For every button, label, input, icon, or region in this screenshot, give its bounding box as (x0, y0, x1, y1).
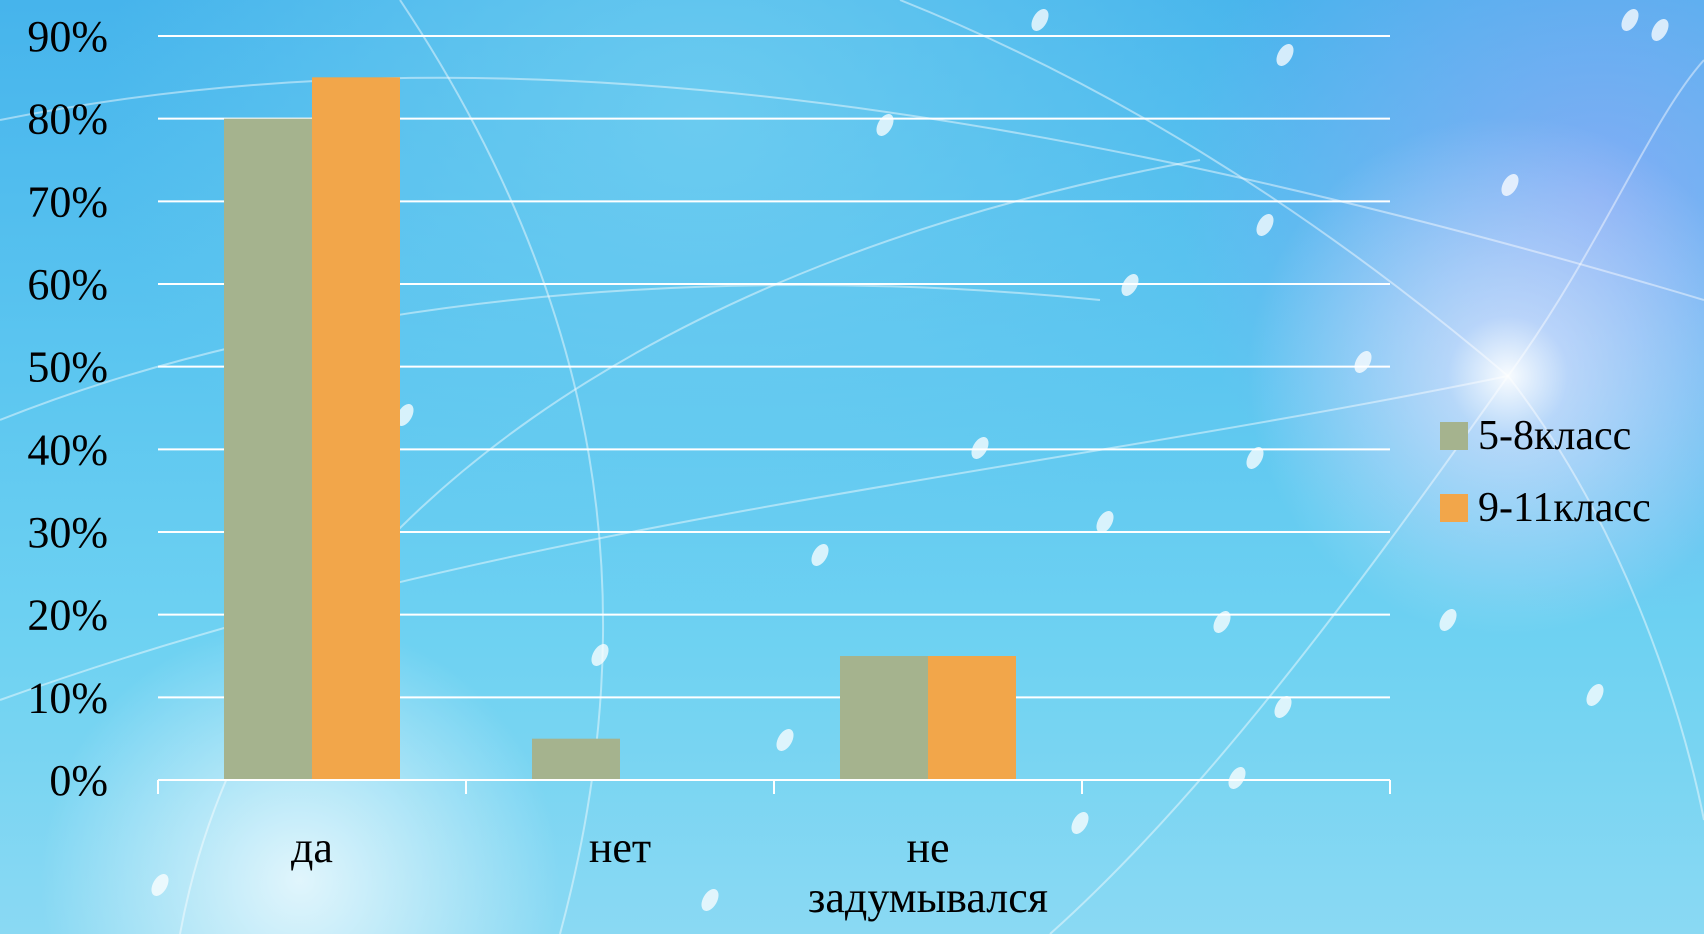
decor-arc (1507, 59, 1704, 377)
legend-swatch (1440, 494, 1468, 522)
bar (532, 738, 620, 780)
y-tick-label: 10% (27, 673, 108, 722)
decor-petal (396, 404, 414, 426)
legend-swatch (1440, 422, 1468, 450)
y-tick-label: 60% (27, 260, 108, 309)
decor-petal (1276, 44, 1294, 66)
bar (312, 77, 400, 781)
y-tick-label: 70% (27, 177, 108, 226)
decor-petal (591, 644, 609, 666)
decor-petal (1228, 767, 1246, 789)
decor-petal (1439, 609, 1457, 631)
decor-arc (1507, 375, 1704, 821)
decor-arc (0, 284, 1101, 421)
decor-petal (151, 874, 169, 896)
decor-arc (399, 0, 605, 934)
decor-arc (1049, 375, 1509, 934)
decor-petal (1096, 511, 1114, 533)
y-tick-label: 40% (27, 425, 108, 474)
decor-petal (776, 729, 794, 751)
legend-label: 9-11класс (1478, 485, 1651, 531)
decor-arc (0, 76, 1704, 301)
decor-petal (811, 544, 829, 566)
y-tick-label: 50% (27, 343, 108, 392)
x-tick-label: нет (589, 823, 651, 872)
decor-petal (1031, 9, 1049, 31)
y-tick-label: 30% (27, 508, 108, 557)
x-tick-label: да (291, 823, 333, 872)
decor-petal (971, 437, 989, 459)
decor-petal (1274, 696, 1292, 718)
bar (224, 118, 312, 780)
y-tick-label: 90% (27, 12, 108, 61)
y-tick-label: 0% (49, 756, 108, 805)
decor-petal (1213, 611, 1231, 633)
decor-petal (1651, 19, 1669, 41)
decor-petal (876, 114, 894, 136)
legend: 5-8класс 9-11класс (1440, 413, 1651, 531)
y-tick-label: 20% (27, 591, 108, 640)
decor-petal (1246, 447, 1264, 469)
decor-petal (701, 889, 719, 911)
y-axis-tick-labels: 0% 10% 20% 30% 40% 50% 60% 70% 80% 90% (27, 12, 108, 805)
x-tick-label: не задумывался (808, 823, 1048, 922)
decor-arc (899, 0, 1509, 377)
bars (224, 77, 1016, 781)
decor-petal (1501, 174, 1519, 196)
bar (928, 656, 1016, 780)
y-tick-label: 80% (27, 95, 108, 144)
decor-petal (1621, 9, 1639, 31)
legend-label: 5-8класс (1478, 413, 1631, 459)
bar (840, 656, 928, 780)
decor-petal (1256, 214, 1274, 236)
decor-petal (1586, 684, 1604, 706)
x-axis (157, 779, 1391, 794)
decor-petal (1354, 351, 1372, 373)
decor-petal (1071, 812, 1089, 834)
x-axis-tick-labels: да нет не задумывался (291, 823, 1048, 922)
